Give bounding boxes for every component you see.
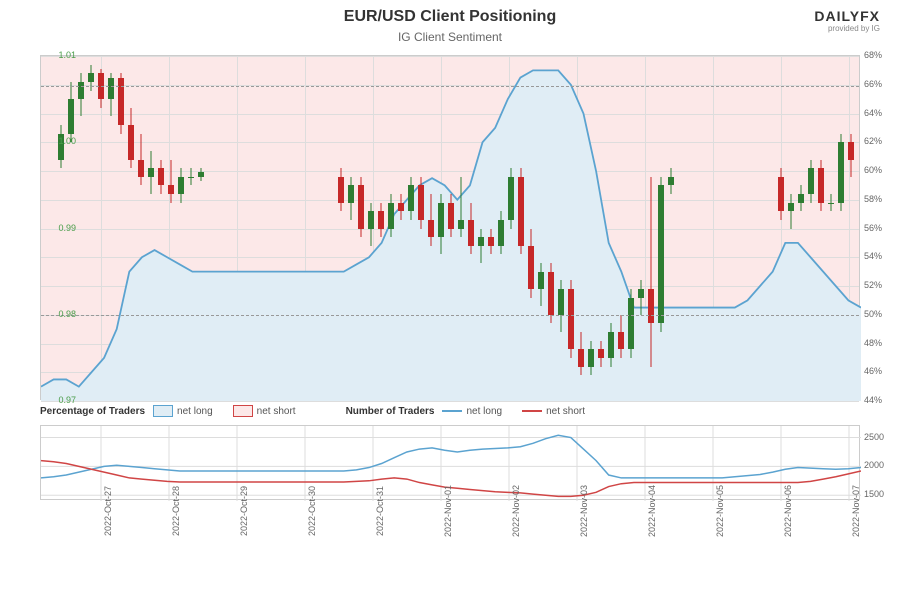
x-tick: 2022-Nov-03 — [579, 485, 589, 537]
y-left-tick: 1.00 — [58, 136, 76, 146]
legend-pct-label: Percentage of Traders — [40, 406, 145, 417]
legend: Percentage of Traders net long net short… — [40, 405, 860, 417]
sub-y-tick: 2000 — [864, 460, 884, 470]
chart-subtitle: IG Client Sentiment — [0, 30, 900, 44]
x-tick: 2022-Oct-30 — [307, 486, 317, 536]
sub-y-tick: 2500 — [864, 432, 884, 442]
y-right-tick: 58% — [864, 194, 882, 204]
x-tick: 2022-Nov-06 — [783, 485, 793, 537]
x-tick: 2022-Nov-04 — [647, 485, 657, 537]
y-right-tick: 68% — [864, 50, 882, 60]
y-left-tick: 0.97 — [58, 395, 76, 405]
y-right-tick: 44% — [864, 395, 882, 405]
logo-sub: provided by IG — [814, 24, 880, 33]
y-right-tick: 50% — [864, 309, 882, 319]
legend-netlong-swatch: net long — [153, 405, 213, 417]
legend-netshort-line: net short — [522, 406, 585, 417]
y-right-tick: 52% — [864, 280, 882, 290]
x-tick: 2022-Nov-05 — [715, 485, 725, 537]
x-tick: 2022-Nov-07 — [851, 485, 861, 537]
y-right-tick: 56% — [864, 223, 882, 233]
chart-header: EUR/USD Client Positioning IG Client Sen… — [0, 8, 900, 44]
chart-title: EUR/USD Client Positioning — [0, 8, 900, 26]
main-chart — [40, 55, 860, 400]
x-tick: 2022-Oct-31 — [375, 486, 385, 536]
chart-container: EUR/USD Client Positioning IG Client Sen… — [0, 0, 900, 600]
y-right-tick: 62% — [864, 136, 882, 146]
y-left-tick: 1.01 — [58, 50, 76, 60]
x-tick: 2022-Oct-28 — [171, 486, 181, 536]
x-axis: 2022-Oct-272022-Oct-282022-Oct-292022-Oc… — [40, 505, 860, 595]
y-right-tick: 48% — [864, 338, 882, 348]
x-tick: 2022-Oct-27 — [103, 486, 113, 536]
y-right-tick: 54% — [864, 251, 882, 261]
y-right-tick: 64% — [864, 108, 882, 118]
y-right-tick: 60% — [864, 165, 882, 175]
logo: DAILYFX provided by IG — [814, 8, 880, 33]
legend-netshort-swatch: net short — [233, 405, 296, 417]
legend-num-label: Number of Traders — [346, 406, 435, 417]
legend-netlong-line: net long — [442, 406, 502, 417]
y-right-tick: 66% — [864, 79, 882, 89]
y-left-tick: 0.99 — [58, 223, 76, 233]
x-tick: 2022-Nov-01 — [443, 485, 453, 537]
y-right-tick: 46% — [864, 366, 882, 376]
sub-y-tick: 1500 — [864, 489, 884, 499]
logo-main: DAILYFX — [814, 8, 880, 24]
x-tick: 2022-Oct-29 — [239, 486, 249, 536]
y-left-tick: 0.98 — [58, 309, 76, 319]
x-tick: 2022-Nov-02 — [511, 485, 521, 537]
